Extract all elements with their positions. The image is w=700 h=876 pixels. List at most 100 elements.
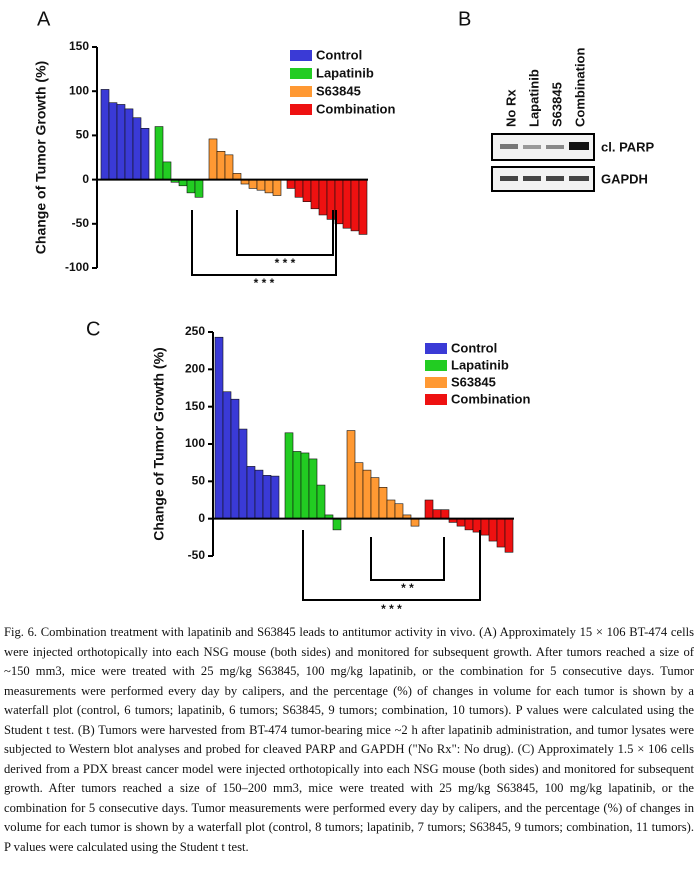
legend-label: S63845 [451,374,496,389]
bar [132,117,142,180]
legend-swatch [425,360,447,371]
bar [342,179,352,229]
bar [354,462,364,519]
bar [332,518,342,531]
panel-label: C [86,318,100,340]
bar [208,138,218,180]
bar [270,475,280,519]
bar [318,179,328,216]
bar [272,179,282,196]
panel-label: A [37,8,51,30]
y-axis-title: Change of Tumor Growth (%) [151,347,167,540]
panel-label: B [458,8,471,30]
band [523,145,541,149]
legend-label: Combination [451,391,530,406]
bar [488,518,498,542]
bar [186,179,196,194]
y-tick-label: 250 [185,324,205,338]
bar [480,518,490,536]
bar [286,179,296,189]
significance-label: * * * [381,602,402,616]
bar [496,518,506,548]
bar [350,179,360,232]
legend-label: Control [316,47,362,62]
y-tick-label: -100 [65,260,89,274]
blot-column: Lapatinib [526,69,541,127]
bar [256,179,266,191]
bar [440,509,450,519]
y-tick-label: 0 [82,172,89,186]
legend-swatch [425,377,447,388]
chart: Change of Tumor Growth (%) -50 0 50 100 150 20… [151,324,531,616]
y-tick-label: 50 [76,128,90,142]
y-tick-label: -50 [188,548,206,562]
western-blot: No Rx Lapatinib S63845 Combination cl. P… [491,48,655,192]
bar [362,469,372,519]
blot-column: Combination [572,48,587,127]
bar [162,161,172,180]
legend-label: S63845 [316,83,361,98]
bar [410,518,420,527]
significance-label: * * * [275,256,296,270]
bar [140,128,150,180]
blot-row: GAPDH [601,171,648,186]
y-tick-label: 100 [69,83,89,97]
legend-swatch [290,86,312,97]
bar [308,458,318,519]
legend-label: Lapatinib [316,65,374,80]
legend-swatch [425,394,447,405]
bar [394,503,404,519]
bar [456,518,466,527]
bar [246,466,256,519]
bar [346,430,356,519]
bar [216,151,226,180]
band [500,176,518,181]
y-tick-label: 0 [198,511,205,525]
y-tick-label: -50 [72,216,90,230]
legend-label: Combination [316,101,395,116]
bar [248,179,258,189]
legend-swatch [290,50,312,61]
y-axis-title: Change of Tumor Growth (%) [33,61,49,254]
y-tick-label: 150 [69,39,89,53]
bar [378,487,388,519]
bar [230,398,240,519]
legend-swatch [290,104,312,115]
legend-swatch [425,343,447,354]
bar [386,499,396,519]
band [546,145,564,149]
bar [100,89,110,180]
bar [292,451,302,519]
bar [424,499,434,519]
significance-label: * * * [254,276,275,290]
band [500,144,518,149]
bar [116,104,126,180]
blot-row: cl. PARP [601,139,655,154]
band [546,176,564,181]
legend-label: Control [451,340,497,355]
bar [302,179,312,203]
bar [224,154,234,180]
bar [504,518,514,553]
significance-bracket [302,530,481,601]
bar [108,102,118,180]
bar [310,179,320,210]
legend-swatch [290,68,312,79]
bar [154,126,164,180]
bar [432,509,442,519]
band [569,176,589,181]
figure: A B C No Rx Lapatinib S63845 Combination… [33,8,655,616]
bar [294,179,304,198]
bar [124,108,134,180]
blot-column: No Rx [503,89,518,127]
bar [222,391,232,519]
significance-bracket [236,210,334,256]
blot-column: S63845 [549,82,564,127]
bar [358,179,368,235]
bar [254,469,264,519]
y-tick-label: 200 [185,362,205,376]
significance-bracket [370,537,445,581]
significance-label: * * [401,581,414,595]
bar [370,477,380,519]
bar [194,179,204,198]
